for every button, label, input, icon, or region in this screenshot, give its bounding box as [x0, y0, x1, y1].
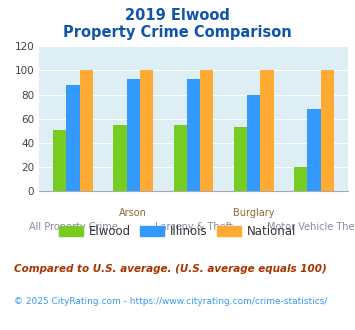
Text: Compared to U.S. average. (U.S. average equals 100): Compared to U.S. average. (U.S. average … — [14, 264, 327, 274]
Legend: Elwood, Illinois, National: Elwood, Illinois, National — [55, 220, 300, 243]
Bar — [80, 70, 93, 191]
Text: Larceny & Theft: Larceny & Theft — [154, 222, 233, 232]
Bar — [53, 130, 66, 191]
Text: Motor Vehicle Theft: Motor Vehicle Theft — [267, 222, 355, 232]
Bar — [113, 125, 127, 191]
Text: Burglary: Burglary — [233, 208, 274, 218]
Bar — [66, 85, 80, 191]
Text: © 2025 CityRating.com - https://www.cityrating.com/crime-statistics/: © 2025 CityRating.com - https://www.city… — [14, 297, 328, 306]
Bar — [174, 125, 187, 191]
Text: All Property Crime: All Property Crime — [29, 222, 118, 232]
Bar — [294, 167, 307, 191]
Bar — [321, 70, 334, 191]
Bar — [307, 109, 321, 191]
Text: Property Crime Comparison: Property Crime Comparison — [63, 25, 292, 40]
Bar — [127, 79, 140, 191]
Bar — [140, 70, 153, 191]
Bar — [234, 127, 247, 191]
Bar — [247, 95, 260, 191]
Text: 2019 Elwood: 2019 Elwood — [125, 8, 230, 23]
Text: Arson: Arson — [119, 208, 147, 218]
Bar — [260, 70, 274, 191]
Bar — [200, 70, 213, 191]
Bar — [187, 79, 200, 191]
